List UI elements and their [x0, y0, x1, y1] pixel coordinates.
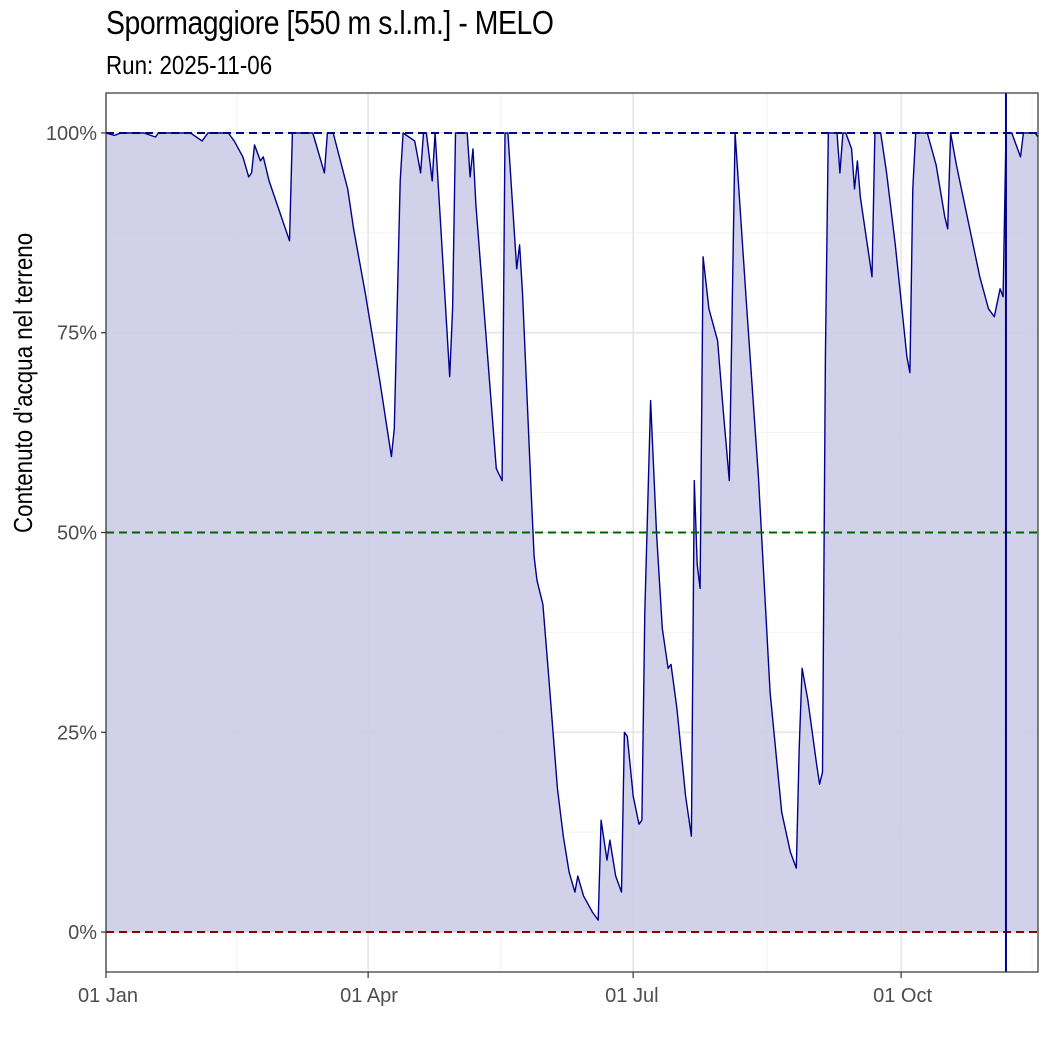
x-tick-label: 01 Oct [873, 985, 932, 1007]
chart-title: Spormaggiore [550 m s.l.m.] - MELO [106, 4, 554, 41]
y-tick-label: 25% [57, 722, 97, 744]
x-tick-label: 01 Apr [340, 985, 398, 1007]
series-area [106, 133, 1038, 932]
series-line [106, 132, 1038, 921]
y-tick-label: 75% [57, 323, 97, 345]
y-tick-label: 50% [57, 523, 97, 545]
y-tick-label: 100% [46, 123, 97, 145]
x-tick-label: 01 Jan [78, 985, 138, 1007]
x-tick-label: 01 Jul [605, 985, 658, 1007]
y-tick-label: 0% [68, 922, 97, 944]
chart-subtitle: Run: 2025-11-06 [106, 50, 273, 80]
